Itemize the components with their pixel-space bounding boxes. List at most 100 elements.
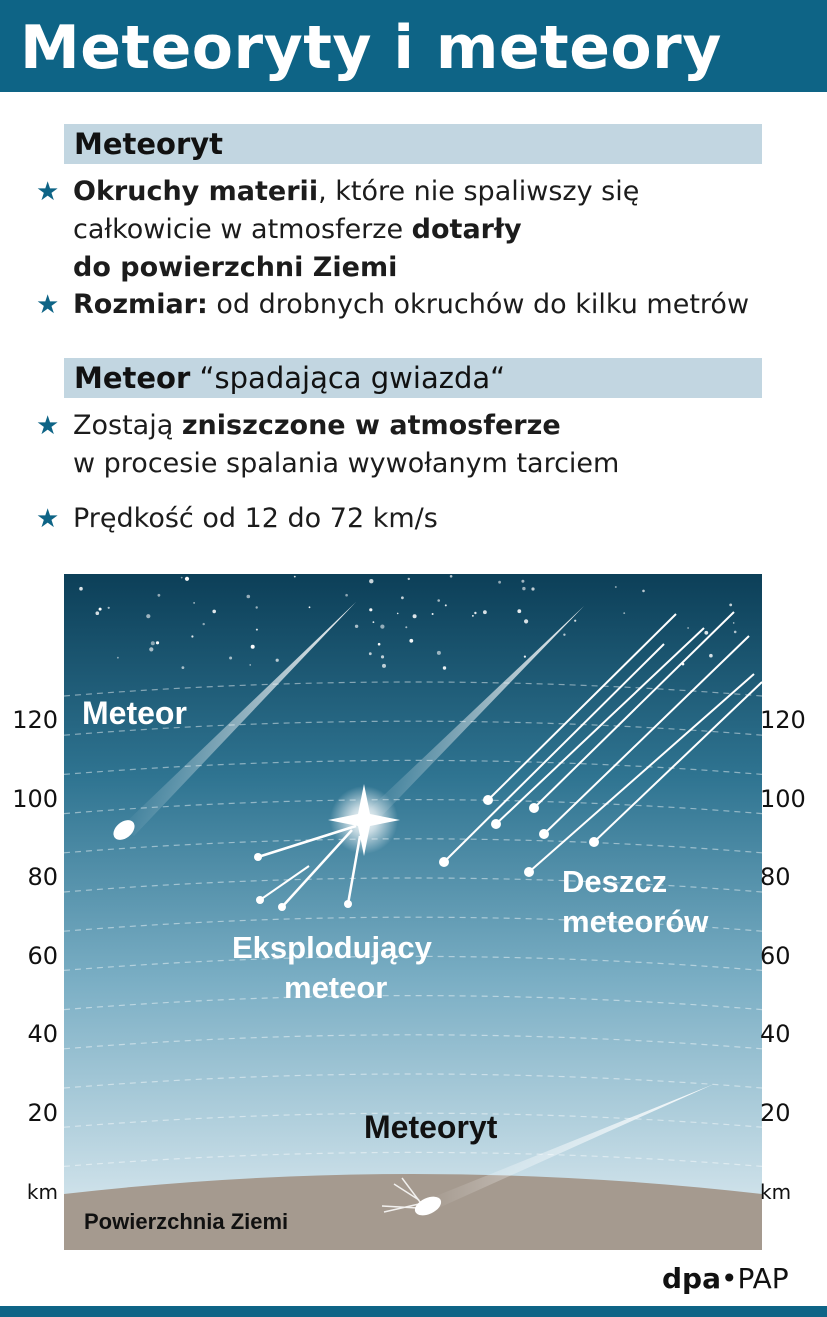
section-subheading-meteor: “spadająca gwiazda“ <box>199 361 506 395</box>
star-dot <box>249 664 251 666</box>
star-dot <box>623 612 626 614</box>
star-dot <box>191 635 194 638</box>
star-dot <box>437 599 441 602</box>
star-dot <box>212 609 216 614</box>
star-dot <box>431 613 434 615</box>
label-earth-surface: Powierzchnia Ziemi <box>84 1209 288 1234</box>
bullet-bold-text: do powierzchni Ziemi <box>73 252 398 283</box>
star-dot <box>474 611 477 615</box>
bullet-text: Prędkość od 12 do 72 km/s <box>73 500 438 538</box>
bullet-line: Rozmiar: od drobnych okruchów do kilku m… <box>73 286 749 324</box>
credit: dpa•PAP <box>662 1262 789 1295</box>
star-dot <box>79 586 83 591</box>
bullet-plain-text: Zostają <box>73 410 182 441</box>
bullet-line: Okruchy materii, które nie spaliwszy się <box>73 173 639 211</box>
footer-bar <box>0 1306 827 1317</box>
altitude-unit-label: km <box>26 1180 58 1204</box>
star-bullet-icon: ★ <box>36 177 60 207</box>
altitude-tick-label: 40 <box>27 1020 58 1048</box>
atmosphere-illustration: Meteor Eksplodujący meteor Deszcz meteor… <box>64 574 762 1250</box>
star-dot <box>521 579 525 583</box>
star-dot <box>472 615 474 617</box>
star-dot <box>354 624 359 628</box>
star-dot <box>642 589 645 593</box>
star-bullet-icon: ★ <box>36 411 60 441</box>
sky-background <box>64 574 762 1250</box>
label-exploding-meteor-2: meteor <box>284 970 387 1005</box>
star-dot <box>444 604 447 607</box>
star-dot <box>531 587 535 591</box>
star-dot <box>574 619 577 622</box>
altitude-tick-label: 40 <box>760 1020 791 1048</box>
star-dot <box>483 610 487 615</box>
page-title: Meteoryty i meteory <box>20 13 722 83</box>
star-dot <box>523 655 526 658</box>
credit-pap: PAP <box>737 1262 789 1295</box>
star-dot <box>345 593 348 597</box>
earth-surface <box>64 1174 762 1250</box>
altitude-line <box>64 838 762 854</box>
star-dot <box>409 638 414 643</box>
star-dot <box>255 606 258 609</box>
label-meteor-shower-2: meteorów <box>562 904 709 939</box>
star-dot <box>372 621 375 623</box>
star-dot <box>522 586 526 591</box>
star-dot <box>98 607 102 611</box>
star-dot <box>180 576 183 579</box>
altitude-line <box>64 1112 762 1128</box>
star-field <box>79 575 737 670</box>
altitude-line <box>64 955 762 971</box>
star-dot <box>563 633 566 636</box>
bullet-line: w procesie spalania wywołanym tarciem <box>73 445 619 483</box>
star-dot <box>380 655 385 659</box>
star-dot <box>107 606 110 609</box>
altitude-line <box>64 1034 762 1050</box>
altitude-tick-label: 80 <box>760 863 791 891</box>
bullet-plain-text: całkowicie w atmosferze <box>73 214 412 245</box>
section-heading-meteoryt-text: Meteoryt <box>74 127 224 161</box>
label-meteorite: Meteoryt <box>364 1109 498 1145</box>
star-dot <box>407 577 410 581</box>
bullet-line: Zostają zniszczone w atmosferze <box>73 407 619 445</box>
star-dot <box>149 647 154 652</box>
bullet-bold-text: Okruchy materii <box>73 176 319 207</box>
star-dot <box>405 626 408 629</box>
section-heading-meteor-text: Meteor <box>74 361 191 395</box>
star-dot <box>704 630 709 635</box>
star-dot <box>401 596 404 600</box>
altitude-tick-label: 80 <box>27 863 58 891</box>
section-heading-meteor: Meteor “spadająca gwiazda“ <box>64 358 762 398</box>
star-dot <box>729 603 733 607</box>
star-dot <box>95 611 100 615</box>
bullet-line: Prędkość od 12 do 72 km/s <box>73 500 438 538</box>
altitude-line <box>64 799 762 815</box>
altitude-line <box>64 1073 762 1089</box>
header-bar: Meteoryty i meteory <box>0 0 827 92</box>
star-dot <box>184 576 190 581</box>
star-dot <box>255 628 258 631</box>
altitude-line <box>64 681 762 697</box>
altitude-line <box>64 759 762 775</box>
bullet-plain-text: Prędkość od 12 do 72 km/s <box>73 503 438 534</box>
altitude-line <box>64 916 762 932</box>
meteor-shower <box>439 611 762 877</box>
altitude-tick-label: 120 <box>12 706 58 734</box>
star-dot <box>157 593 161 597</box>
star-dot <box>202 622 205 626</box>
star-dot <box>449 575 453 578</box>
altitude-tick-label: 20 <box>760 1099 791 1127</box>
star-dot <box>181 666 185 669</box>
star-dot <box>377 642 381 646</box>
star-dot <box>117 656 119 659</box>
star-dot <box>396 612 399 615</box>
bullet-line: całkowicie w atmosferze dotarły <box>73 211 639 249</box>
altitude-tick-label: 60 <box>760 942 791 970</box>
bullet-bold-text: Rozmiar: <box>73 289 208 320</box>
star-bullet-icon: ★ <box>36 290 60 320</box>
star-dot <box>380 624 385 629</box>
altitude-line <box>64 720 762 736</box>
star-dot <box>517 609 522 614</box>
bullet-plain-text: w procesie spalania wywołanym tarciem <box>73 448 620 479</box>
bullet-bold-text: dotarły <box>411 214 522 245</box>
star-dot <box>614 586 617 588</box>
